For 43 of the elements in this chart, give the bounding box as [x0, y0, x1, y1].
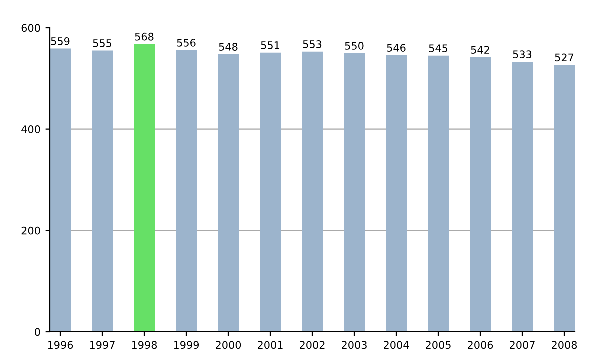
- x-tick-label: 2002: [300, 341, 325, 350]
- x-tick-label: 1997: [90, 341, 115, 350]
- bar: [470, 57, 491, 332]
- bar: [344, 53, 365, 332]
- bar: [92, 50, 113, 332]
- data-label: 546: [387, 44, 406, 52]
- data-label: 551: [261, 42, 280, 50]
- data-label: 533: [513, 50, 532, 59]
- y-tick-label: 400: [22, 126, 40, 134]
- x-tick-label: 2000: [216, 341, 242, 350]
- x-tick-label: 1998: [132, 341, 158, 350]
- data-label: 559: [51, 37, 70, 46]
- x-tick-label: 2008: [552, 341, 578, 350]
- data-label: 527: [555, 54, 574, 62]
- data-label: 568: [135, 32, 154, 41]
- bar: [176, 50, 197, 332]
- bar: [554, 64, 575, 332]
- data-label: 548: [219, 43, 238, 51]
- data-label: 556: [177, 39, 196, 47]
- x-tick-label: 2007: [510, 341, 535, 350]
- bar: [428, 56, 449, 332]
- bar: [260, 52, 281, 332]
- bar: [386, 55, 407, 332]
- bar: [134, 44, 155, 332]
- data-label: 555: [93, 40, 112, 48]
- x-tick-label: 2005: [426, 341, 451, 350]
- data-label: 550: [345, 42, 364, 50]
- x-tick-label: 2006: [468, 341, 494, 350]
- bar: [512, 62, 533, 332]
- data-label: 553: [303, 40, 322, 48]
- x-tick-label: 2004: [384, 341, 410, 350]
- y-tick-label: 0: [35, 328, 40, 336]
- x-tick-label: 1999: [174, 341, 200, 350]
- data-label: 545: [429, 44, 448, 52]
- data-label: 542: [471, 46, 490, 54]
- bar: [50, 48, 71, 332]
- bar: [302, 52, 323, 332]
- y-tick-label: 200: [22, 226, 40, 235]
- bar: [218, 54, 239, 332]
- y-tick-label: 600: [22, 24, 40, 32]
- x-tick-label: 1996: [48, 341, 74, 350]
- x-tick-label: 2003: [342, 341, 367, 350]
- x-tick-label: 2001: [258, 341, 283, 350]
